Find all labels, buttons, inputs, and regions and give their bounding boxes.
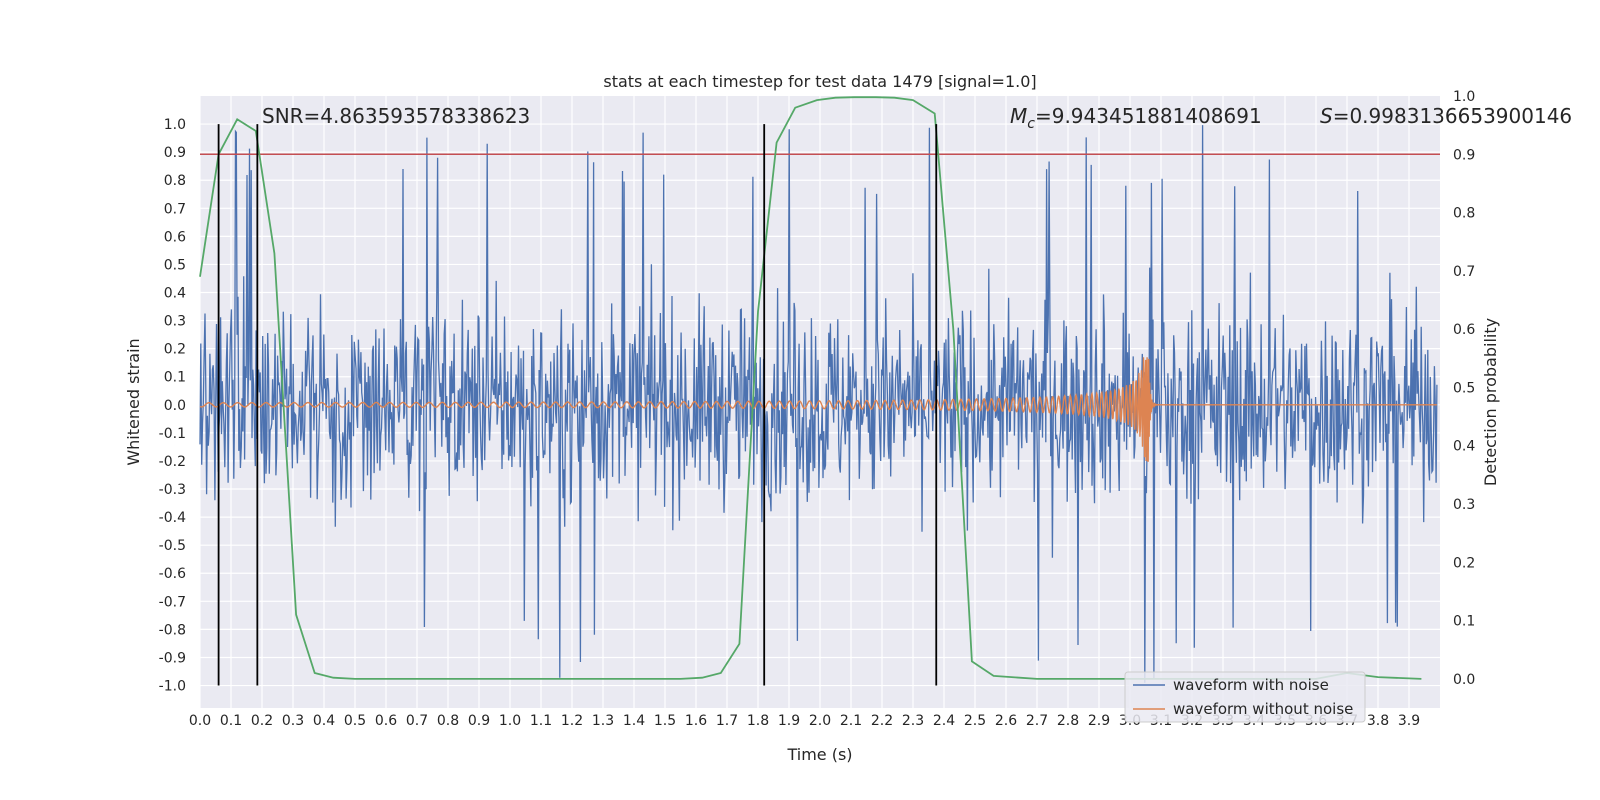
x-tick-label: 0.3: [282, 713, 304, 729]
y-left-tick-label: 0.7: [164, 201, 186, 217]
y-left-tick-label: -0.8: [159, 622, 186, 638]
y-left-tick-label: 0.1: [164, 370, 186, 386]
y-left-tick-label: -0.6: [159, 566, 186, 582]
x-tick-label: 1.2: [561, 713, 583, 729]
y-left-tick-label: -1.0: [159, 679, 186, 695]
x-tick-label: 0.4: [313, 713, 335, 729]
x-tick-label: 1.0: [499, 713, 521, 729]
legend-label-clean: waveform without noise: [1173, 700, 1353, 718]
y-right-tick-label: 0.5: [1453, 380, 1475, 396]
y-left-tick-label: 0.3: [164, 314, 186, 330]
x-axis-label: Time (s): [786, 745, 852, 764]
x-tick-label: 0.8: [437, 713, 459, 729]
chart-title: stats at each timestep for test data 147…: [603, 72, 1036, 91]
x-tick-label: 1.8: [747, 713, 769, 729]
y-left-tick-label: 0.6: [164, 229, 186, 245]
y-right-tick-label: 0.6: [1453, 322, 1475, 338]
x-tick-label: 3.9: [1398, 713, 1420, 729]
y-left-tick-label: 0.8: [164, 173, 186, 189]
x-tick-label: 0.2: [251, 713, 273, 729]
x-tick-label: 3.8: [1367, 713, 1389, 729]
x-tick-label: 2.3: [902, 713, 924, 729]
y-left-tick-label: 0.2: [164, 342, 186, 358]
noisy-waveform-line: [199, 125, 1438, 683]
mc-subscript: c: [1027, 116, 1035, 132]
y-left-tick-label: -0.4: [159, 510, 186, 526]
y-left-tick-label: 0.0: [164, 398, 186, 414]
noisy-waveform-series: [199, 125, 1438, 683]
x-tick-label: 2.2: [871, 713, 893, 729]
x-tick-label: 0.5: [344, 713, 366, 729]
mc-value: =9.943451881408691: [1035, 104, 1262, 128]
x-tick-label: 1.7: [716, 713, 738, 729]
x-tick-label: 2.4: [933, 713, 955, 729]
y-left-tick-label: 0.5: [164, 257, 186, 273]
x-tick-label: 1.4: [623, 713, 645, 729]
clean-waveform-series: [199, 357, 1437, 462]
y-right-tick-label: 0.0: [1453, 672, 1475, 688]
y-left-tick-label: -0.2: [159, 454, 186, 470]
y-left-tick-label: 1.0: [164, 117, 186, 133]
x-tick-label: 0.0: [189, 713, 211, 729]
y-left-tick-label: -0.7: [159, 594, 186, 610]
y-right-tick-label: 1.0: [1453, 89, 1475, 105]
x-tick-label: 2.0: [809, 713, 831, 729]
y-right-tick-label: 0.2: [1453, 555, 1475, 571]
y-left-tick-label: -0.5: [159, 538, 186, 554]
x-tick-label: 2.9: [1088, 713, 1110, 729]
detection-probability-line: [199, 96, 1422, 680]
snr-annotation: SNR=4.863593578338623: [262, 104, 530, 128]
y-right-tick-label: 0.3: [1453, 497, 1475, 513]
y-left-tick-label: -0.3: [159, 482, 186, 498]
x-tick-label: 0.7: [406, 713, 428, 729]
y-left-axis-label: Whitened strain: [124, 338, 143, 465]
y-left-tick-label: -0.9: [159, 650, 186, 666]
x-tick-label: 2.1: [840, 713, 862, 729]
y-left-tick-label: -0.1: [159, 426, 186, 442]
s-annotation: S=0.9983136653900146: [1320, 104, 1572, 128]
x-tick-label: 2.6: [995, 713, 1017, 729]
y-right-tick-label: 0.8: [1453, 206, 1475, 222]
x-tick-label: 1.1: [530, 713, 552, 729]
vertical-lines: [217, 124, 938, 686]
legend-box: [1124, 671, 1366, 723]
legend: waveform with noise waveform without noi…: [1124, 671, 1366, 723]
x-tick-label: 0.6: [375, 713, 397, 729]
s-value: =0.9983136653900146: [1333, 104, 1572, 128]
x-tick-label: 0.1: [220, 713, 242, 729]
x-tick-label: 1.3: [592, 713, 614, 729]
mc-symbol: M: [1010, 104, 1027, 128]
clean-waveform-line: [199, 357, 1437, 462]
grid: [199, 96, 1440, 708]
x-tick-label: 2.8: [1057, 713, 1079, 729]
x-tick-label: 1.5: [654, 713, 676, 729]
y-left-ticks: 1.0 0.9 0.8 0.7 0.6 0.5 0.4 0.3 0.2 0.1 0.0 -0.1 -0.…: [159, 117, 186, 694]
x-tick-label: 0.9: [468, 713, 490, 729]
s-symbol: S: [1320, 104, 1333, 128]
y-right-tick-label: 0.1: [1453, 614, 1475, 630]
y-right-tick-label: 0.4: [1453, 439, 1475, 455]
x-ticks: 0.0 0.1 0.2 0.3 0.4 0.5 0.6 0.7 0.8 0.9 1.0 1.1 1.2 1…: [189, 713, 1420, 729]
legend-label-noisy: waveform with noise: [1173, 676, 1329, 694]
x-tick-label: 2.7: [1026, 713, 1048, 729]
x-tick-label: 2.5: [964, 713, 986, 729]
y-right-tick-label: 0.7: [1453, 264, 1475, 280]
y-right-axis-label: Detection probability: [1481, 318, 1500, 486]
y-right-tick-label: 0.9: [1453, 147, 1475, 163]
x-tick-label: 1.6: [685, 713, 707, 729]
y-left-tick-label: 0.4: [164, 286, 186, 302]
x-tick-label: 1.9: [778, 713, 800, 729]
y-left-tick-label: 0.9: [164, 145, 186, 161]
probability-series: [199, 96, 1422, 680]
y-right-ticks: 1.0 0.9 0.8 0.7 0.6 0.5 0.4 0.3 0.2 0.1 0.0: [1453, 89, 1475, 688]
mc-annotation: Mc=9.943451881408691: [1010, 104, 1262, 132]
